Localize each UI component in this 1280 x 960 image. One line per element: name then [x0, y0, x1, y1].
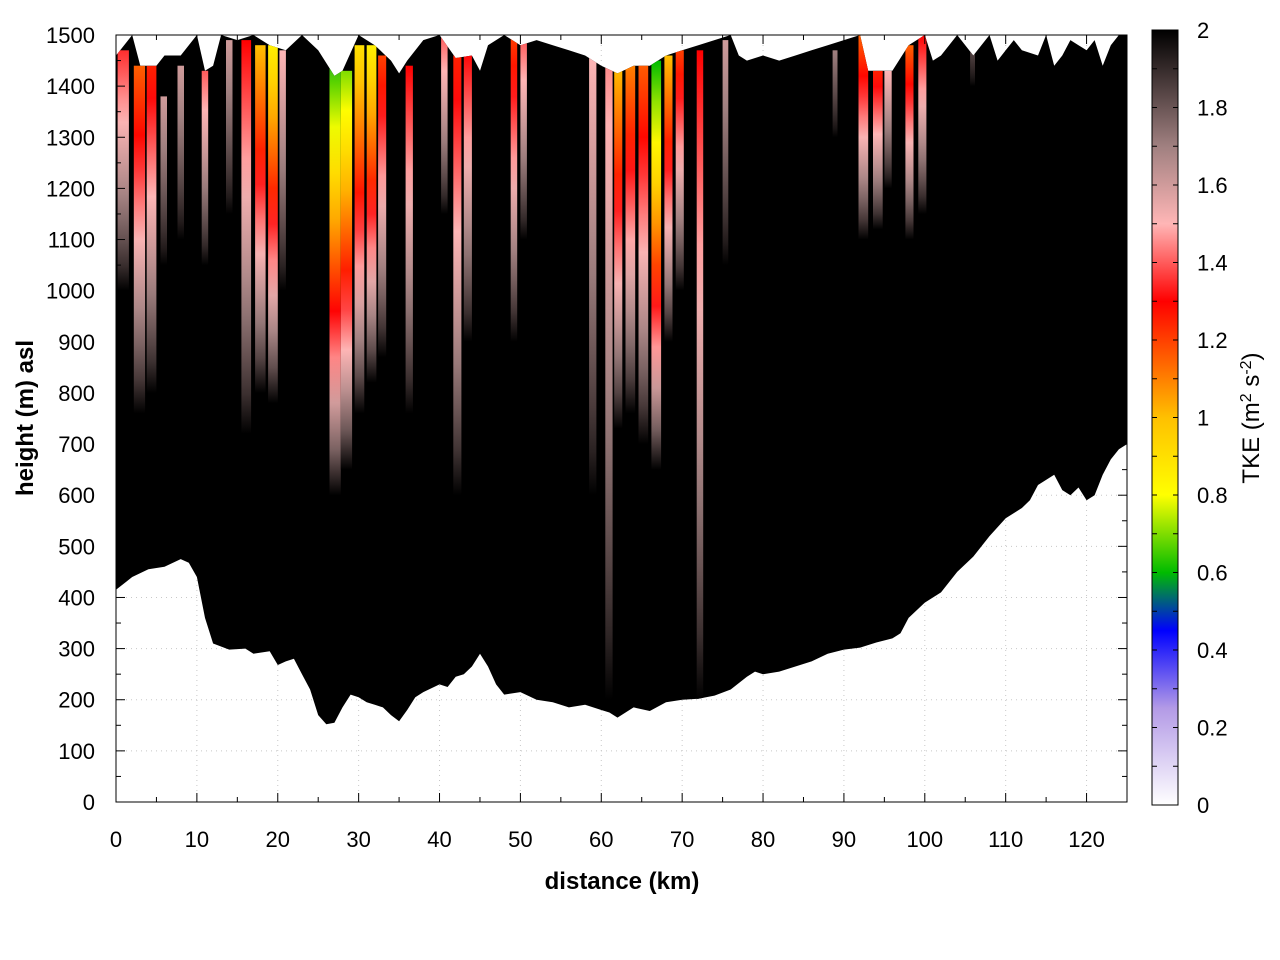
tke-plume	[614, 65, 623, 429]
x-tick-label: 40	[427, 827, 451, 852]
colorbar-tick-label: 1.6	[1197, 173, 1228, 198]
x-tick-label: 30	[346, 827, 370, 852]
tke-plume	[918, 35, 927, 214]
tke-plume	[241, 40, 252, 434]
tke-plume	[329, 35, 341, 496]
colorbar-tick-label: 1	[1197, 406, 1209, 431]
tke-plume	[201, 70, 209, 266]
tke-plume	[340, 70, 353, 470]
tke-plume	[605, 60, 613, 700]
tke-plume	[520, 40, 527, 240]
tke-plume	[146, 65, 157, 393]
x-tick-label: 100	[906, 827, 943, 852]
tke-plume	[510, 35, 518, 342]
tke-plume	[463, 50, 472, 342]
tke-plume	[970, 40, 975, 87]
tke-plume	[696, 50, 704, 700]
tke-plume	[625, 65, 636, 414]
y-tick-label: 1500	[46, 23, 95, 48]
colorbar-tick-label: 2	[1197, 18, 1209, 43]
y-tick-label: 300	[58, 637, 95, 662]
x-axis-ticks: 0 10 20 30 40 50 60 70 80 90 100 110 120	[110, 35, 1128, 852]
tke-plume	[226, 40, 233, 214]
colorbar-tick-label: 1.4	[1197, 251, 1228, 276]
tke-plume	[832, 50, 838, 138]
tke-plume	[651, 60, 662, 470]
y-tick-label: 100	[58, 739, 95, 764]
y-tick-label: 1200	[46, 176, 95, 201]
colorbar-title: TKE (m2 s-2)	[1238, 352, 1266, 483]
x-tick-label: 110	[988, 827, 1023, 852]
y-tick-label: 1400	[46, 74, 95, 99]
colorbar-tick-label: 0.4	[1197, 638, 1228, 663]
tke-plume	[905, 45, 914, 240]
tke-plume	[858, 35, 869, 240]
tke-plumes	[117, 35, 975, 700]
tke-plume	[117, 50, 129, 291]
x-tick-label: 10	[185, 827, 209, 852]
colorbar-tick-label: 0	[1197, 793, 1209, 818]
y-tick-label: 900	[58, 330, 95, 355]
tke-plume	[638, 60, 649, 445]
colorbar-tick-label: 1.8	[1197, 96, 1228, 121]
y-tick-label: 700	[58, 432, 95, 457]
tke-plume	[279, 50, 286, 291]
x-tick-label: 20	[266, 827, 290, 852]
tke-plume	[133, 65, 146, 414]
y-tick-label: 0	[83, 790, 95, 815]
tke-plume	[589, 55, 597, 496]
x-tick-label: 50	[508, 827, 532, 852]
y-tick-label: 800	[58, 381, 95, 406]
tke-plume	[255, 45, 266, 393]
y-tick-label: 1100	[48, 228, 95, 253]
y-axis-title: height (m) asl	[12, 340, 39, 496]
tke-plume	[722, 40, 729, 266]
colorbar-tick-label: 1.2	[1197, 328, 1228, 353]
colorbar-tick-label: 0.8	[1197, 483, 1228, 508]
tke-plume	[366, 45, 377, 383]
plume-group	[117, 35, 975, 700]
y-axis-ticks: 0 100 200 300 400 500 600 700 800 900 1000 1100 1200…	[46, 23, 1127, 815]
x-tick-label: 80	[751, 827, 775, 852]
y-tick-label: 600	[58, 483, 95, 508]
tke-plume	[873, 70, 883, 230]
tke-plume	[405, 65, 413, 414]
y-tick-label: 500	[58, 534, 95, 559]
colorbar-tick-label: 0.2	[1197, 716, 1228, 741]
x-tick-label: 60	[589, 827, 613, 852]
tke-plume	[177, 65, 184, 240]
tke-plume	[453, 55, 462, 496]
colorbar-ticks: 0 0.2 0.4 0.6 0.8 1 1.2 1.4 1.6 1.8 2	[1152, 18, 1228, 818]
tke-plume	[354, 45, 365, 414]
tke-plume	[675, 50, 684, 291]
y-tick-label: 400	[58, 585, 95, 610]
x-tick-label: 70	[670, 827, 694, 852]
y-tick-label: 1300	[46, 125, 95, 150]
tke-plume	[160, 96, 167, 266]
x-tick-label: 0	[110, 827, 122, 852]
x-axis-title: distance (km)	[545, 868, 700, 895]
tke-plume	[884, 70, 892, 189]
x-tick-label: 90	[832, 827, 856, 852]
tke-plume	[268, 45, 278, 404]
x-tick-label: 120	[1068, 827, 1105, 852]
tke-plume	[378, 55, 387, 358]
y-tick-label: 1000	[46, 279, 95, 304]
colorbar-tick-label: 0.6	[1197, 561, 1228, 586]
tke-plume	[664, 55, 673, 342]
y-tick-label: 200	[58, 688, 95, 713]
tke-plume	[441, 35, 448, 214]
